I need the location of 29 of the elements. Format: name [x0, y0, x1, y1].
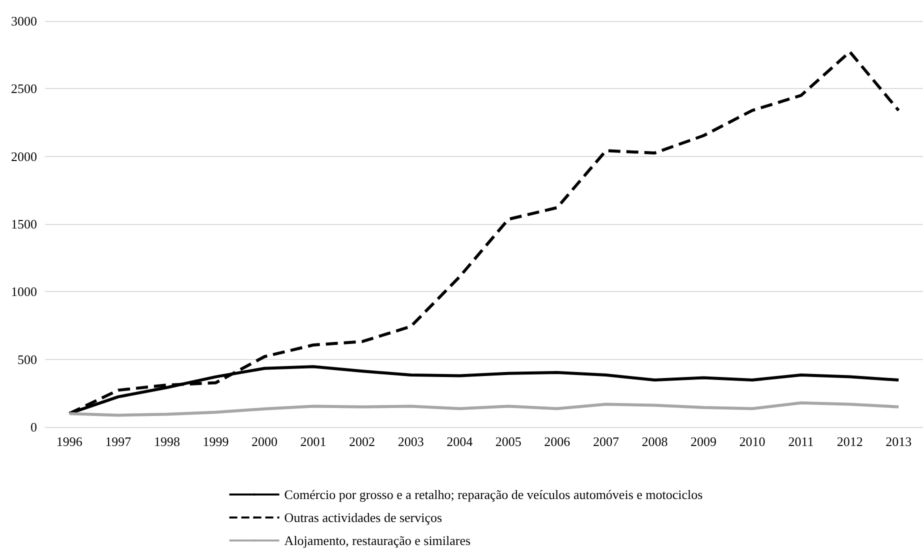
y-tick-label: 2500 — [11, 81, 37, 96]
y-tick-label: 3000 — [11, 14, 37, 28]
x-tick-label: 2013 — [886, 434, 912, 449]
y-tick-label: 1500 — [11, 216, 37, 232]
y-tick-label: 2000 — [11, 148, 37, 164]
legend-label: Alojamento, restauração e similares — [284, 533, 471, 548]
legend-label: Outras actividades de serviços — [284, 510, 442, 525]
x-tick-label: 2007 — [592, 434, 620, 449]
x-tick-label: 2008 — [642, 434, 668, 449]
x-tick-label: 2003 — [398, 434, 424, 449]
x-tick-label: 2006 — [544, 434, 571, 449]
x-tick-label: 2009 — [690, 434, 716, 449]
line-series — [68, 401, 900, 417]
x-tick-label: 2002 — [349, 434, 376, 449]
x-tick-label: 2001 — [300, 434, 326, 449]
y-tick-label: 500 — [18, 352, 37, 367]
x-tick-label: 1999 — [202, 434, 229, 449]
x-tick-label: 2012 — [836, 434, 863, 449]
x-tick-label: 1996 — [56, 434, 83, 449]
x-tick-label: 2011 — [788, 434, 814, 449]
x-tick-label: 2010 — [739, 434, 766, 449]
legend-label: Comércio por grosso e a retalho; reparação de veículos automóveis e motociclos — [284, 487, 703, 502]
y-tick-label: 0 — [30, 420, 37, 434]
x-tick-label: 2000 — [252, 434, 278, 449]
x-tick-label: 1998 — [154, 434, 180, 449]
x-tick-label: 1997 — [105, 434, 132, 449]
x-tick-label: 2005 — [495, 434, 522, 449]
x-tick-label: 2004 — [446, 434, 474, 449]
y-tick-label: 1000 — [11, 284, 37, 300]
